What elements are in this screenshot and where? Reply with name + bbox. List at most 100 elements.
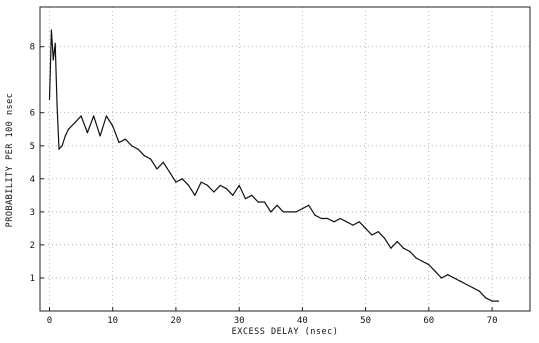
x-tick-label: 20 [170,316,181,326]
data-point [156,168,158,170]
data-point [93,115,95,117]
grid [40,7,530,311]
data-point [346,221,348,223]
x-tick-label: 0 [47,316,52,326]
x-tick-label: 10 [107,316,118,326]
data-point [333,221,335,223]
data-point [371,234,373,236]
data-point [301,208,303,210]
data-point [137,148,139,150]
data-point [48,98,51,101]
x-axis: 0 10 20 30 40 50 60 70 [47,307,498,326]
data-point [80,115,82,117]
y-tick-label: 6 [30,109,35,119]
data-point [289,211,291,213]
y-tick-label: 3 [30,208,35,218]
data-point [339,217,341,220]
x-tick-label: 60 [423,316,434,326]
series-layer [48,29,499,302]
x-tick-label: 30 [234,316,245,326]
data-point [314,214,316,216]
y-tick-label: 4 [30,175,35,185]
data-point [390,247,392,249]
data-point [99,135,101,137]
data-point [377,231,379,233]
data-point [112,125,114,127]
data-point [459,280,462,282]
data-point [206,184,209,186]
data-point [169,171,171,173]
data-point [320,217,322,220]
data-point [118,141,120,144]
data-point [150,158,152,160]
data-point [124,138,126,140]
data-point [491,300,493,302]
data-point [238,184,240,186]
data-point [384,237,386,239]
data-point [143,155,145,157]
data-point [105,115,107,117]
data-point [428,264,430,266]
data-point [276,204,278,206]
data-point [219,184,221,186]
x-tick-label: 50 [360,316,371,326]
data-point [434,270,436,272]
data-point [308,204,310,206]
data-point [466,284,468,286]
data-point [447,274,449,276]
data-point [263,201,266,203]
data-point [67,128,70,130]
data-point [56,105,58,107]
data-point [282,211,284,213]
data-point [270,211,272,213]
data-point [327,217,329,220]
data-point [61,145,63,147]
data-point [421,260,424,262]
y-tick-label: 8 [30,43,35,53]
data-point [251,194,253,196]
data-point [64,135,66,137]
data-point [396,241,398,243]
y-tick-label: 2 [30,241,35,251]
data-point [213,191,215,193]
data-point [358,221,360,223]
data-point [194,194,196,196]
data-point [74,122,76,124]
data-point [478,290,480,292]
data-point [257,201,259,203]
x-tick-label: 70 [487,316,498,326]
data-point [415,257,417,259]
data-point [225,188,228,190]
y-axis: 1 2 3 4 5 6 8 [30,43,44,284]
plot-frame [39,6,531,312]
data-point [409,250,411,253]
data-point [58,148,60,150]
x-axis-title: EXCESS DELAY (nsec) [232,327,339,337]
data-point [181,178,183,180]
data-point [232,194,234,196]
data-point [453,277,455,279]
y-tick-label: 5 [30,142,35,152]
data-point [472,287,474,289]
series-line [48,29,499,302]
data-point [440,277,443,279]
data-point [188,184,190,186]
data-point [52,59,54,61]
data-point [175,181,177,183]
data-point [485,297,487,299]
data-point [50,29,53,31]
x-tick-label: 40 [297,316,308,326]
data-point [54,42,56,44]
data-point [402,247,405,249]
data-point [352,224,354,226]
data-point [497,300,499,302]
y-tick-label: 1 [30,274,35,284]
data-point [162,161,164,163]
data-point [244,198,247,200]
data-point [131,145,133,147]
y-axis-title: PROBABILITY PER 100 nsec [5,93,15,228]
data-point [295,211,297,213]
data-point [200,181,202,183]
data-point [86,132,88,134]
